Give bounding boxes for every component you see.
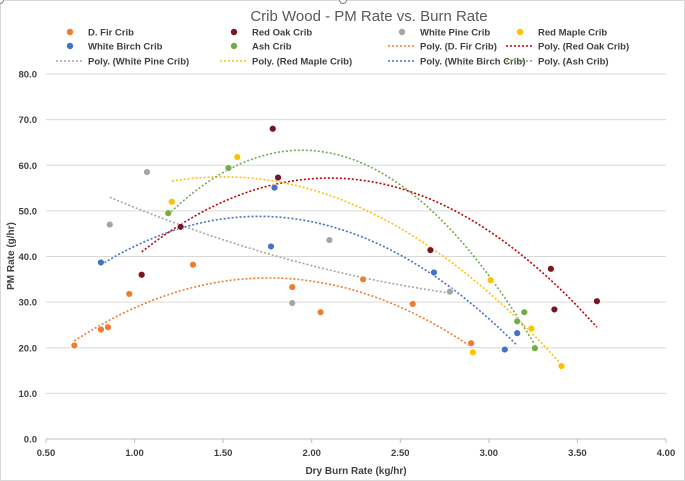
data-point bbox=[531, 344, 539, 352]
data-point bbox=[593, 297, 601, 305]
legend-label: Poly. (Ash Crib) bbox=[538, 57, 609, 68]
legend-marker bbox=[66, 42, 74, 50]
data-point bbox=[426, 246, 435, 254]
data-point bbox=[513, 329, 521, 337]
y-tick-label: 0.0 bbox=[24, 435, 37, 446]
data-point bbox=[520, 308, 528, 316]
data-point bbox=[233, 153, 242, 161]
y-tick-label: 60.0 bbox=[19, 161, 38, 172]
chart-title: Crib Wood - PM Rate vs. Burn Rate bbox=[250, 8, 487, 25]
legend-label: Poly. (Red Oak Crib) bbox=[538, 42, 629, 53]
x-tick-label: 2.50 bbox=[391, 448, 410, 459]
data-point bbox=[274, 173, 282, 182]
trendline bbox=[167, 149, 536, 346]
y-axis-ticks: 0.0 10.0 20.0 30.0 40.0 50.0 60.0 70.0 80.0 bbox=[19, 70, 38, 446]
data-point bbox=[288, 299, 296, 307]
legend-label: Ash Crib bbox=[252, 42, 292, 53]
legend-marker bbox=[516, 28, 524, 36]
legend-label: Red Maple Crib bbox=[538, 28, 607, 39]
x-tick-label: 3.50 bbox=[568, 448, 587, 459]
data-point bbox=[446, 287, 454, 296]
y-tick-label: 20.0 bbox=[19, 343, 38, 354]
data-point bbox=[467, 339, 475, 347]
data-point bbox=[269, 125, 277, 133]
trendline bbox=[100, 215, 518, 347]
data-point bbox=[316, 308, 325, 316]
legend-label: D. Fir Crib bbox=[88, 28, 134, 39]
data-point bbox=[70, 341, 79, 350]
data-point bbox=[469, 348, 477, 357]
legend-label: Poly. (White Pine Crib) bbox=[88, 57, 189, 68]
data-point bbox=[176, 223, 185, 231]
y-tick-label: 70.0 bbox=[19, 115, 38, 126]
x-tick-label: 1.00 bbox=[125, 448, 144, 459]
legend-label: White Pine Crib bbox=[420, 28, 490, 39]
data-point bbox=[513, 317, 521, 325]
data-point bbox=[501, 345, 509, 354]
legend-label: White Birch Crib bbox=[88, 42, 163, 53]
data-point bbox=[359, 275, 367, 284]
data-point bbox=[486, 276, 495, 284]
y-tick-label: 30.0 bbox=[19, 298, 38, 309]
data-point bbox=[104, 323, 112, 331]
data-point bbox=[550, 305, 559, 314]
data-point bbox=[224, 164, 233, 172]
gridlines bbox=[46, 73, 666, 440]
legend-label: Poly. (D. Fir Crib) bbox=[420, 42, 497, 53]
trendline bbox=[171, 176, 563, 366]
data-points bbox=[70, 125, 601, 370]
data-point bbox=[168, 198, 176, 206]
trendline bbox=[109, 196, 451, 294]
data-point bbox=[547, 265, 555, 273]
x-tick-label: 3.00 bbox=[480, 448, 499, 459]
x-tick-label: 2.00 bbox=[302, 448, 321, 459]
data-point bbox=[97, 325, 105, 334]
legend-marker bbox=[230, 28, 238, 36]
y-tick-label: 50.0 bbox=[19, 206, 38, 217]
legend-marker bbox=[398, 28, 406, 36]
data-point bbox=[267, 242, 275, 251]
y-tick-label: 10.0 bbox=[19, 389, 38, 400]
y-tick-label: 80.0 bbox=[19, 70, 38, 81]
y-axis-title: PM Rate (g/hr) bbox=[6, 222, 17, 290]
data-point bbox=[125, 290, 133, 298]
data-point bbox=[325, 236, 334, 244]
data-point bbox=[137, 271, 146, 279]
data-point bbox=[527, 324, 536, 333]
legend-label: Red Oak Crib bbox=[252, 28, 312, 39]
data-point bbox=[164, 209, 172, 217]
legend[interactable]: D. Fir Crib Red Oak Crib White Pine Crib Re… bbox=[56, 28, 629, 68]
data-point bbox=[288, 283, 296, 291]
x-tick-label: 1.50 bbox=[214, 448, 233, 459]
data-point bbox=[270, 183, 279, 192]
data-point bbox=[143, 168, 151, 176]
legend-marker bbox=[66, 28, 74, 36]
x-axis-title: Dry Burn Rate (kg/hr) bbox=[305, 466, 406, 477]
data-point bbox=[557, 362, 566, 370]
legend-marker bbox=[230, 42, 238, 50]
x-axis-ticks: 0.50 1.00 1.50 2.00 2.50 3.00 3.50 4.00 bbox=[37, 439, 676, 459]
data-point bbox=[189, 261, 197, 269]
data-point bbox=[106, 220, 114, 229]
y-tick-label: 40.0 bbox=[19, 252, 38, 263]
data-point bbox=[408, 300, 417, 308]
x-tick-label: 0.50 bbox=[37, 448, 56, 459]
legend-label: Poly. (Red Maple Crib) bbox=[252, 57, 352, 68]
legend-label: Poly. (White Birch Crib) bbox=[420, 57, 525, 68]
x-tick-label: 4.00 bbox=[657, 448, 676, 459]
trendline bbox=[73, 277, 472, 348]
data-point bbox=[430, 268, 438, 277]
data-point bbox=[97, 258, 105, 267]
trendline bbox=[141, 177, 598, 328]
